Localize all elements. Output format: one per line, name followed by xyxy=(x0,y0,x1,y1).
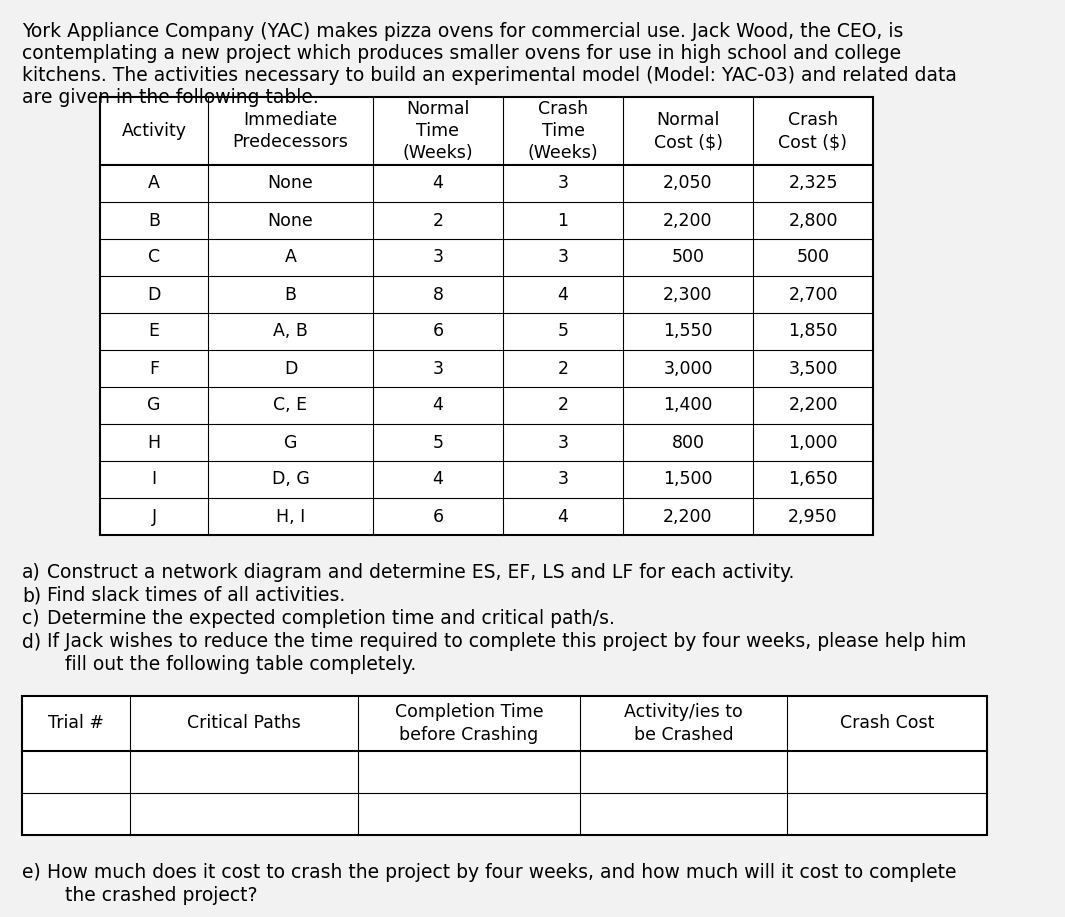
Text: I: I xyxy=(151,470,157,489)
Text: 3: 3 xyxy=(557,470,569,489)
Text: 2: 2 xyxy=(557,396,569,414)
Text: How much does it cost to crash the project by four weeks, and how much will it c: How much does it cost to crash the proje… xyxy=(47,863,956,882)
Text: H, I: H, I xyxy=(276,507,306,525)
Text: 4: 4 xyxy=(432,174,443,193)
Text: 2,200: 2,200 xyxy=(788,396,838,414)
Text: 800: 800 xyxy=(672,434,705,451)
Text: B: B xyxy=(284,285,296,304)
Text: the crashed project?: the crashed project? xyxy=(47,886,258,905)
Text: None: None xyxy=(267,174,313,193)
Text: G: G xyxy=(147,396,161,414)
Text: 3: 3 xyxy=(557,174,569,193)
Text: C, E: C, E xyxy=(274,396,308,414)
Text: F: F xyxy=(149,359,159,378)
Text: A: A xyxy=(148,174,160,193)
Text: e): e) xyxy=(22,863,40,882)
Text: 5: 5 xyxy=(432,434,443,451)
Text: D: D xyxy=(283,359,297,378)
Text: 3: 3 xyxy=(432,359,443,378)
Text: Activity/ies to
be Crashed: Activity/ies to be Crashed xyxy=(624,703,743,744)
Text: 2,325: 2,325 xyxy=(788,174,838,193)
Text: York Appliance Company (YAC) makes pizza ovens for commercial use. Jack Wood, th: York Appliance Company (YAC) makes pizza… xyxy=(22,22,903,41)
Text: 3: 3 xyxy=(432,249,443,267)
Text: 4: 4 xyxy=(432,396,443,414)
Text: Activity: Activity xyxy=(121,122,186,140)
Text: Crash
Time
(Weeks): Crash Time (Weeks) xyxy=(527,100,599,162)
Text: J: J xyxy=(151,507,157,525)
Text: C: C xyxy=(148,249,160,267)
Text: c): c) xyxy=(22,609,39,628)
Text: G: G xyxy=(283,434,297,451)
Text: Crash
Cost ($): Crash Cost ($) xyxy=(779,111,848,151)
Text: D: D xyxy=(147,285,161,304)
Text: a): a) xyxy=(22,563,40,582)
Text: 4: 4 xyxy=(432,470,443,489)
Text: Immediate
Predecessors: Immediate Predecessors xyxy=(232,111,348,151)
Text: 2,800: 2,800 xyxy=(788,212,838,229)
Bar xyxy=(100,97,873,535)
Text: Normal
Time
(Weeks): Normal Time (Weeks) xyxy=(403,100,473,162)
Text: 2,200: 2,200 xyxy=(663,507,712,525)
Text: fill out the following table completely.: fill out the following table completely. xyxy=(47,655,416,674)
Text: contemplating a new project which produces smaller ovens for use in high school : contemplating a new project which produc… xyxy=(22,44,901,63)
Text: None: None xyxy=(267,212,313,229)
Text: are given in the following table.: are given in the following table. xyxy=(22,88,318,107)
Text: 3: 3 xyxy=(557,249,569,267)
Text: 2: 2 xyxy=(432,212,443,229)
Text: Construct a network diagram and determine ES, EF, LS and LF for each activity.: Construct a network diagram and determin… xyxy=(47,563,794,582)
Text: 1,500: 1,500 xyxy=(663,470,712,489)
Text: If Jack wishes to reduce the time required to complete this project by four week: If Jack wishes to reduce the time requir… xyxy=(47,632,966,651)
Text: 1,550: 1,550 xyxy=(663,323,712,340)
Text: Completion Time
before Crashing: Completion Time before Crashing xyxy=(395,703,543,744)
Text: 2: 2 xyxy=(557,359,569,378)
Text: 2,050: 2,050 xyxy=(663,174,712,193)
Text: Normal
Cost ($): Normal Cost ($) xyxy=(654,111,722,151)
Text: 3: 3 xyxy=(557,434,569,451)
Text: D, G: D, G xyxy=(272,470,310,489)
Text: Trial #: Trial # xyxy=(48,714,104,733)
Text: Find slack times of all activities.: Find slack times of all activities. xyxy=(47,586,345,605)
Text: 5: 5 xyxy=(557,323,569,340)
Text: A: A xyxy=(284,249,296,267)
Text: Crash Cost: Crash Cost xyxy=(840,714,934,733)
Text: 1,650: 1,650 xyxy=(788,470,838,489)
Text: 4: 4 xyxy=(558,285,569,304)
Text: 4: 4 xyxy=(558,507,569,525)
Text: d): d) xyxy=(22,632,42,651)
Text: b): b) xyxy=(22,586,42,605)
Text: 8: 8 xyxy=(432,285,443,304)
Text: A, B: A, B xyxy=(273,323,308,340)
Text: 6: 6 xyxy=(432,323,443,340)
Text: 500: 500 xyxy=(797,249,830,267)
Text: 6: 6 xyxy=(432,507,443,525)
Text: 1,850: 1,850 xyxy=(788,323,838,340)
Text: 2,200: 2,200 xyxy=(663,212,712,229)
Text: 3,000: 3,000 xyxy=(663,359,712,378)
Text: Determine the expected completion time and critical path/s.: Determine the expected completion time a… xyxy=(47,609,615,628)
Text: 3,500: 3,500 xyxy=(788,359,838,378)
Text: 2,950: 2,950 xyxy=(788,507,838,525)
Text: 2,300: 2,300 xyxy=(663,285,712,304)
Text: 1,400: 1,400 xyxy=(663,396,712,414)
Text: Critical Paths: Critical Paths xyxy=(187,714,301,733)
Text: 2,700: 2,700 xyxy=(788,285,838,304)
Text: kitchens. The activities necessary to build an experimental model (Model: YAC-03: kitchens. The activities necessary to bu… xyxy=(22,66,956,85)
Bar xyxy=(22,696,987,835)
Text: E: E xyxy=(148,323,160,340)
Text: 1,000: 1,000 xyxy=(788,434,838,451)
Text: 1: 1 xyxy=(557,212,569,229)
Text: H: H xyxy=(147,434,161,451)
Text: B: B xyxy=(148,212,160,229)
Text: 500: 500 xyxy=(672,249,705,267)
